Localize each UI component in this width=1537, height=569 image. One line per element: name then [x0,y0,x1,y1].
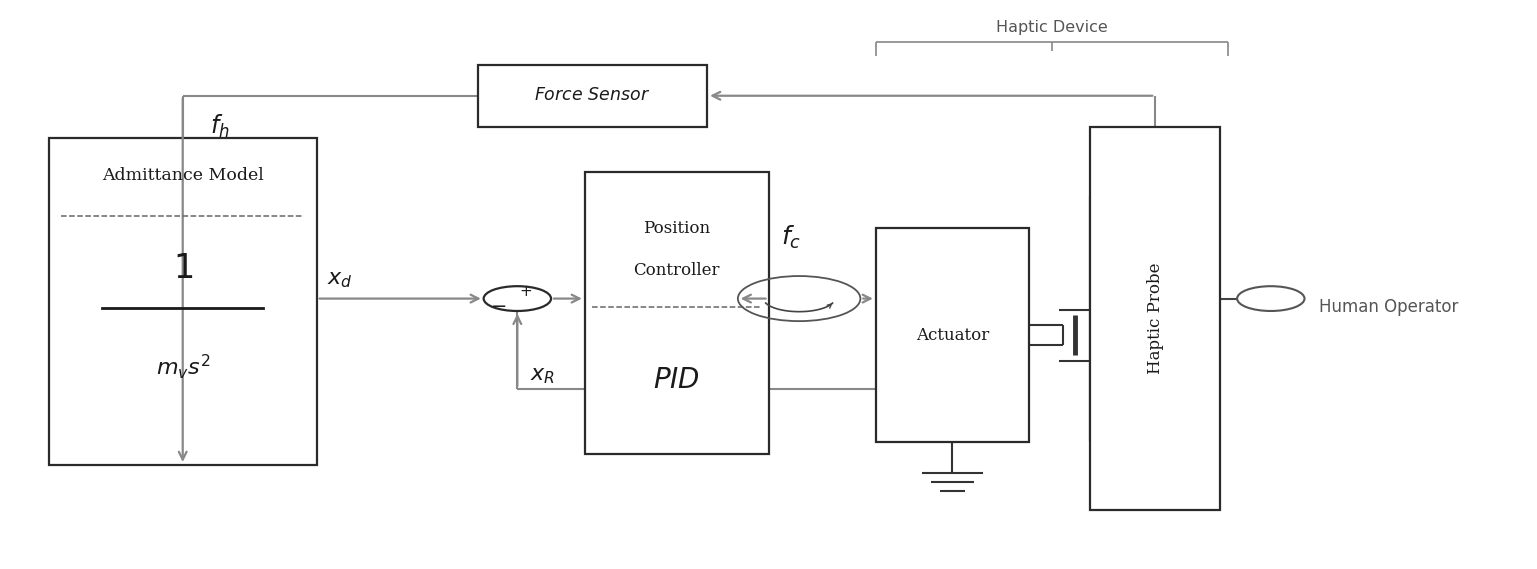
FancyBboxPatch shape [876,228,1028,442]
Text: +: + [520,284,532,299]
Text: $PID$: $PID$ [653,367,699,394]
Text: $Force\ Sensor$: $Force\ Sensor$ [535,87,650,104]
Text: $x_d$: $x_d$ [327,268,354,290]
FancyBboxPatch shape [478,65,707,127]
Text: Haptic Device: Haptic Device [996,20,1108,35]
Text: $m_v s^2$: $m_v s^2$ [155,352,211,381]
Text: $1$: $1$ [172,253,192,284]
Text: Admittance Model: Admittance Model [101,167,264,184]
Text: Position: Position [642,220,710,237]
Text: Human Operator: Human Operator [1319,298,1459,316]
Text: −: − [490,296,507,316]
Text: $x_R$: $x_R$ [530,364,555,386]
FancyBboxPatch shape [49,138,317,465]
Text: $f_h$: $f_h$ [211,113,231,141]
Text: Controller: Controller [633,262,719,279]
FancyBboxPatch shape [1090,127,1220,510]
Text: $f_c$: $f_c$ [781,224,802,251]
Text: Actuator: Actuator [916,327,988,344]
FancyBboxPatch shape [584,172,768,453]
Text: Haptic Probe: Haptic Probe [1147,262,1164,374]
